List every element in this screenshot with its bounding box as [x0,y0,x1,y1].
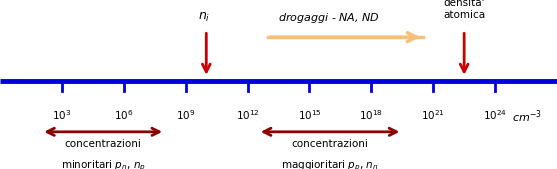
Text: $n_i$: $n_i$ [198,10,211,24]
Text: $10^{6}$: $10^{6}$ [114,108,134,122]
Text: concentrazioni: concentrazioni [65,139,141,149]
Text: drogaggi - $NA$, $ND$: drogaggi - $NA$, $ND$ [278,11,380,25]
Text: $10^{15}$: $10^{15}$ [297,108,321,122]
Text: $cm^{-3}$: $cm^{-3}$ [512,108,542,125]
Text: $10^{9}$: $10^{9}$ [176,108,196,122]
Text: minoritari $p_n$, $n_p$: minoritari $p_n$, $n_p$ [61,159,145,169]
Text: $10^{12}$: $10^{12}$ [236,108,260,122]
Text: densita'
atomica: densita' atomica [443,0,485,20]
Text: $10^{24}$: $10^{24}$ [483,108,507,122]
Text: $10^{3}$: $10^{3}$ [52,108,71,122]
Text: maggioritari $p_p$, $n_n$: maggioritari $p_p$, $n_n$ [281,159,379,169]
Text: $10^{18}$: $10^{18}$ [359,108,383,122]
Text: $10^{21}$: $10^{21}$ [421,108,445,122]
Text: concentrazioni: concentrazioni [292,139,369,149]
